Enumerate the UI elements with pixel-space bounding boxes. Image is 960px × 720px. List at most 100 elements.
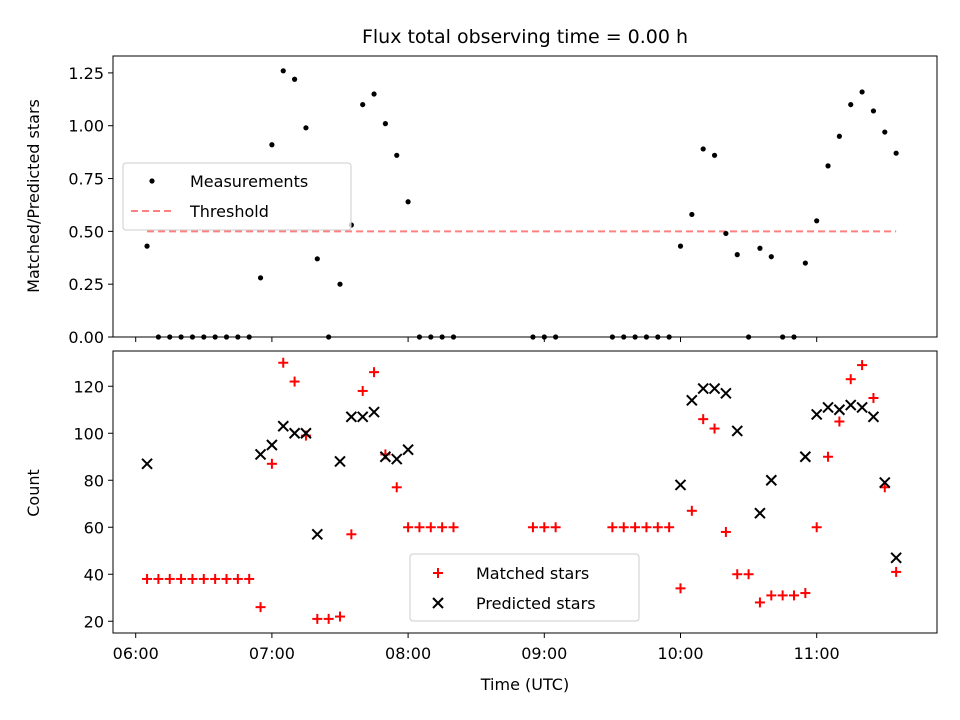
bottom-axes-frame — [112, 350, 938, 634]
bottom-x-tick-label: 07:00 — [249, 644, 295, 663]
measurement-point — [711, 152, 718, 158]
measurement-point — [757, 245, 763, 251]
measurement-point — [371, 91, 377, 97]
predicted-star-point — [697, 382, 709, 395]
top-y-tick-label: 1.25 — [68, 64, 104, 83]
measurement-point — [723, 230, 729, 237]
predicted-star-point — [765, 474, 777, 486]
predicted-star-point — [833, 404, 846, 416]
matched-star-point — [278, 357, 289, 368]
matched-star-point — [550, 522, 561, 533]
matched-star-point — [232, 573, 243, 584]
predicted-star-point — [311, 528, 324, 541]
measurement-point — [700, 146, 706, 152]
bottom-y-axis-label: Count — [24, 469, 43, 517]
bottom-y-tick-label: 60 — [84, 518, 104, 537]
predicted-star-point — [368, 406, 380, 418]
matched-star-point — [743, 569, 754, 580]
measurement-point — [280, 68, 286, 74]
predicted-star-point — [856, 401, 868, 414]
matched-star-point — [834, 416, 845, 427]
predicted-star-point — [799, 451, 812, 463]
matched-star-point — [437, 522, 448, 533]
measurement-point — [337, 281, 343, 287]
measurement-point — [768, 254, 774, 260]
top-y-axis-label: Matched/Predicted stars — [24, 99, 43, 293]
top-legend-box — [122, 162, 352, 231]
measurement-point — [291, 76, 298, 82]
predicted-star-point — [356, 411, 369, 423]
matched-star-point — [312, 613, 323, 624]
predicted-star-point — [300, 427, 312, 439]
matched-star-point — [323, 613, 334, 624]
bottom-y-tick-label: 20 — [84, 612, 104, 631]
matched-star-point — [800, 588, 811, 599]
predicted-star-point — [334, 455, 346, 468]
measurement-point — [257, 275, 264, 281]
matched-star-point — [448, 522, 459, 533]
matched-star-point — [709, 423, 720, 434]
matched-star-point — [369, 367, 380, 378]
predicted-star-point — [720, 387, 732, 400]
matched-star-point — [720, 526, 731, 537]
matched-star-point — [153, 573, 164, 584]
predicted-star-point — [845, 399, 857, 411]
bottom-legend: Matched stars Predicted stars — [409, 553, 640, 622]
matched-star-point — [539, 522, 550, 533]
measurement-point — [144, 243, 150, 249]
matched-star-point — [868, 393, 879, 403]
predicted-star-point — [277, 420, 289, 432]
matched-star-point — [766, 590, 777, 601]
predicted-star-point — [731, 425, 743, 437]
matched-star-point — [244, 573, 255, 584]
matched-star-point — [221, 573, 232, 584]
top-y-tick-label: 0.50 — [68, 222, 104, 241]
matched-star-point — [289, 376, 300, 387]
predicted-star-point — [345, 411, 358, 423]
top-chart-title: Flux total observing time = 0.00 h — [362, 26, 688, 48]
matched-star-point — [732, 569, 743, 580]
matched-star-point — [346, 529, 357, 540]
matched-star-point — [698, 414, 709, 425]
legend-matched-label: Matched stars — [476, 564, 589, 583]
predicted-star-point — [879, 476, 891, 489]
measurement-point — [802, 260, 808, 266]
legend-threshold-label: Threshold — [189, 202, 269, 221]
matched-star-point — [652, 522, 663, 533]
measurement-point — [677, 243, 684, 249]
matched-star-point — [630, 522, 641, 533]
predicted-star-point — [141, 458, 153, 470]
matched-star-point — [618, 522, 629, 533]
bottom-x-axis-label: Time (UTC) — [480, 675, 569, 694]
measurement-point — [870, 108, 877, 114]
matched-star-point — [176, 573, 187, 584]
matched-star-point — [391, 482, 402, 493]
top-y-tick-label: 1.00 — [68, 117, 104, 136]
matched-star-point — [187, 573, 198, 584]
matched-star-point — [266, 458, 277, 469]
matched-star-point — [845, 374, 856, 385]
matched-star-point — [811, 522, 822, 533]
bottom-y-tick-label: 100 — [73, 424, 104, 443]
measurement-point — [382, 121, 388, 127]
top-y-tick-label: 0.00 — [68, 328, 104, 347]
matched-star-point — [164, 573, 175, 584]
matched-star-point — [607, 522, 618, 533]
measurement-point — [882, 129, 888, 135]
matched-star-point — [664, 522, 675, 533]
matched-star-point — [891, 566, 902, 577]
predicted-star-point — [674, 479, 687, 491]
predicted-star-point — [810, 408, 823, 421]
predicted-star-point — [391, 453, 403, 465]
bottom-x-tick-label: 09:00 — [521, 644, 567, 663]
matched-star-point — [334, 611, 345, 622]
bottom-x-tick-label: 06:00 — [113, 644, 159, 663]
measurement-point — [859, 89, 865, 95]
bottom-x-tick-label: 11:00 — [794, 644, 840, 663]
legend-measurements-label: Measurements — [190, 172, 308, 191]
matched-star-point — [210, 573, 221, 584]
measurement-point — [360, 101, 366, 108]
measurement-point — [314, 256, 320, 262]
matched-star-point — [675, 583, 686, 594]
bottom-plot-area — [141, 357, 902, 624]
